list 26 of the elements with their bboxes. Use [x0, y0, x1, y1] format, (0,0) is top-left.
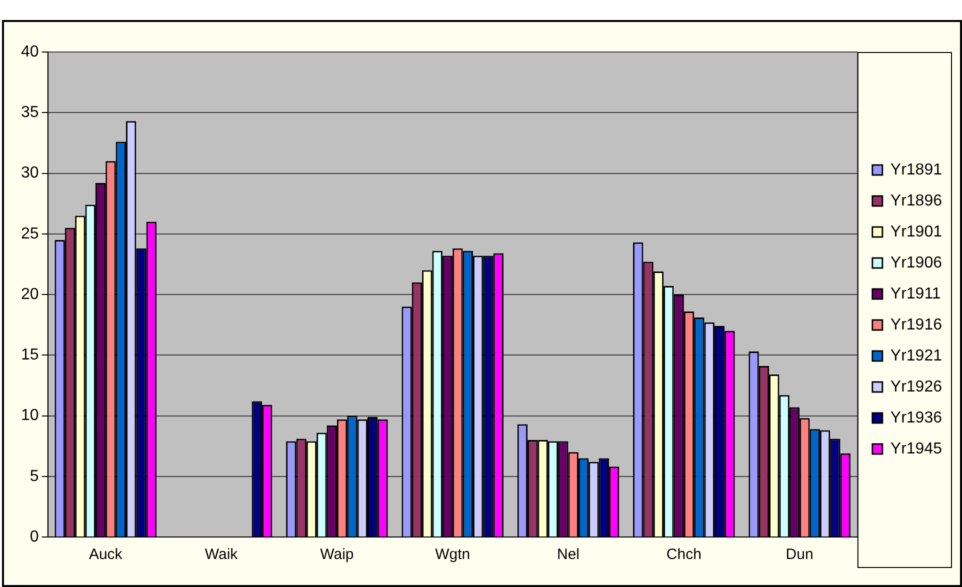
- y-tick-label: 15: [21, 346, 39, 364]
- y-tick-label: 20: [21, 286, 39, 303]
- legend-label: Yr1926: [890, 378, 942, 396]
- legend-label: Yr1896: [890, 192, 942, 210]
- x-tick-label: Wgtn: [435, 546, 470, 564]
- legend-label: Yr1906: [890, 254, 942, 272]
- y-tick-label: 5: [30, 468, 39, 485]
- x-tick-label: Auck: [88, 546, 123, 564]
- y-tick-label: 40: [21, 43, 39, 60]
- x-tick-label: Dun: [786, 546, 814, 564]
- x-tick-label: Waik: [204, 546, 238, 564]
- legend-label: Yr1891: [890, 161, 942, 178]
- legend-label: Yr1936: [890, 409, 942, 426]
- x-tick-label: Chch: [666, 546, 702, 564]
- legend-label: Yr1916: [890, 316, 942, 334]
- y-tick-label: 30: [21, 164, 39, 182]
- y-tick-label: 0: [30, 528, 39, 546]
- y-tick-label: 10: [21, 407, 39, 424]
- y-tick-label: 25: [21, 225, 39, 242]
- x-tick-label: Nel: [557, 546, 580, 564]
- y-tick-label: 35: [21, 104, 39, 122]
- x-tick-label: Waip: [320, 546, 354, 564]
- legend-label: Yr1921: [890, 347, 942, 364]
- legend-label: Yr1945: [890, 440, 942, 458]
- legend-label: Yr1911: [890, 285, 941, 302]
- legend-label: Yr1901: [890, 223, 942, 240]
